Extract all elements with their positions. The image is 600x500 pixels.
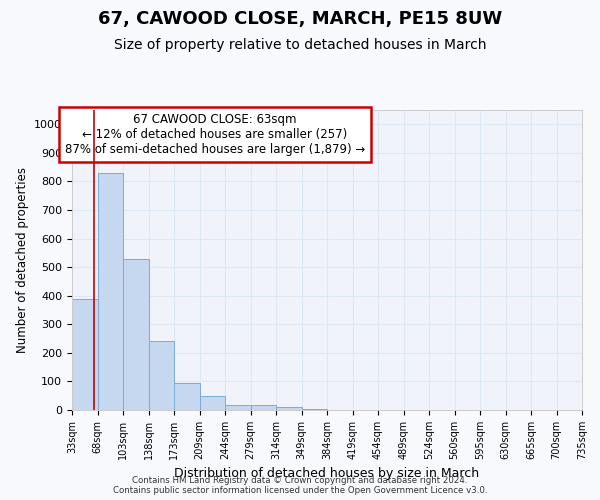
- Bar: [174, 383, 199, 410]
- Bar: [123, 258, 149, 410]
- Bar: [72, 298, 97, 410]
- Bar: [251, 405, 276, 410]
- X-axis label: Distribution of detached houses by size in March: Distribution of detached houses by size …: [175, 468, 479, 480]
- Bar: [199, 396, 225, 410]
- Text: 67, CAWOOD CLOSE, MARCH, PE15 8UW: 67, CAWOOD CLOSE, MARCH, PE15 8UW: [98, 10, 502, 28]
- Text: Size of property relative to detached houses in March: Size of property relative to detached ho…: [114, 38, 486, 52]
- Text: 67 CAWOOD CLOSE: 63sqm
← 12% of detached houses are smaller (257)
87% of semi-de: 67 CAWOOD CLOSE: 63sqm ← 12% of detached…: [65, 113, 365, 156]
- Bar: [302, 408, 327, 410]
- Bar: [97, 173, 123, 410]
- Bar: [225, 405, 251, 410]
- Bar: [276, 406, 302, 410]
- Bar: [149, 342, 174, 410]
- Text: Contains HM Land Registry data © Crown copyright and database right 2024.
Contai: Contains HM Land Registry data © Crown c…: [113, 476, 487, 495]
- Y-axis label: Number of detached properties: Number of detached properties: [16, 167, 29, 353]
